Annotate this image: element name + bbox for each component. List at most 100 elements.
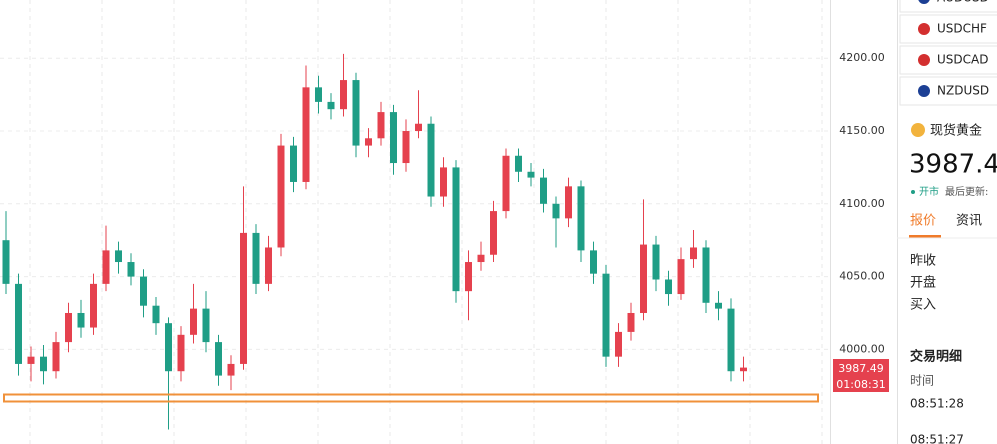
candle-body: [490, 211, 497, 255]
candle-body: [152, 305, 160, 324]
watch-row[interactable]: [899, 76, 997, 106]
candle-body: [665, 279, 672, 295]
price-tag-bg: [833, 359, 889, 392]
candle-body: [352, 80, 360, 146]
y-tick-label: 4150.00: [839, 124, 885, 137]
instrument-name: 现货黄金: [930, 123, 982, 139]
flag-icon: [918, 54, 930, 66]
candle-body: [65, 312, 72, 343]
candle-body: [602, 273, 610, 357]
candle-body: [102, 250, 110, 284]
candle-body: [52, 342, 60, 372]
candle-body: [240, 232, 247, 364]
candle-body: [640, 244, 647, 313]
candle-body: [727, 308, 735, 372]
watch-symbol: NZDUSD: [937, 84, 989, 98]
watch-row[interactable]: [899, 14, 997, 44]
candle-body: [115, 250, 122, 263]
candle-body: [27, 356, 35, 364]
countdown: 01:08:31: [836, 378, 885, 391]
gold-icon: [911, 123, 925, 137]
candle-body: [502, 155, 510, 212]
updated: 最后更新:: [945, 185, 988, 198]
flag-icon: [918, 0, 930, 4]
trade-time: 08:51:28: [910, 397, 964, 411]
flag-icon: [918, 23, 930, 35]
candle-body: [577, 186, 585, 251]
candle-body: [465, 262, 472, 292]
status-dot: [911, 190, 915, 194]
candle-body: [415, 123, 422, 132]
watch-symbol: AUDUSD: [937, 0, 989, 5]
trades-column: 时间: [910, 374, 934, 388]
watch-symbol: USDCHF: [937, 22, 987, 36]
candle-body: [427, 123, 435, 197]
candle-body: [565, 186, 572, 219]
tab[interactable]: 资讯: [956, 214, 982, 229]
candle-body: [452, 167, 460, 292]
candle-body: [677, 259, 685, 295]
candle-body: [477, 254, 485, 263]
field-label: 开盘: [910, 275, 936, 291]
candle-body: [652, 244, 660, 280]
trade-time: 08:51:27: [910, 433, 964, 444]
y-tick-label: 4100.00: [839, 197, 885, 210]
candle-body: [440, 167, 447, 197]
status: 开市: [919, 185, 939, 198]
watch-row[interactable]: [899, 0, 997, 13]
candle-body: [327, 101, 335, 110]
candle-body: [527, 171, 535, 178]
candle-body: [215, 342, 222, 376]
y-tick-label: 4050.00: [839, 270, 885, 283]
vertical-grid: [29, 0, 823, 444]
candle-body: [40, 356, 47, 372]
trades-title: 交易明细: [910, 349, 962, 365]
candle-body: [540, 177, 547, 204]
field-label: 昨收: [910, 254, 936, 269]
candle-body: [227, 363, 235, 376]
candle-body: [340, 80, 347, 110]
candle-body: [77, 312, 85, 328]
watch-symbol: USDCAD: [937, 53, 988, 67]
instrument-price: 3987.49: [909, 150, 997, 180]
side-panel: 现货黄金 3987.49 开市 最后更新: 报价 资讯 昨收 开盘 买入 交易明…: [897, 0, 997, 444]
y-tick-label: 4200.00: [839, 51, 885, 64]
flag-icon: [918, 85, 930, 97]
candle-body: [140, 276, 147, 306]
candle-body: [390, 112, 397, 164]
candle-body: [177, 334, 185, 372]
candle-body: [515, 155, 522, 172]
watch-row[interactable]: [899, 45, 997, 75]
candle-body: [402, 131, 410, 164]
candle-body: [552, 203, 560, 219]
candle-body: [202, 308, 210, 343]
plot: [0, 53, 830, 430]
candle-body: [252, 232, 260, 284]
candle-body: [277, 145, 285, 248]
field-label: 买入: [910, 298, 936, 313]
tab-underline: [909, 235, 941, 238]
candle-body: [15, 283, 22, 364]
candle-body: [190, 308, 197, 335]
candle-body: [690, 247, 697, 260]
support-box: [3, 393, 819, 403]
candle-body: [127, 262, 135, 277]
candle-body: [590, 250, 597, 274]
candle-body: [290, 145, 297, 182]
last-price: 3987.49: [838, 362, 884, 375]
tab[interactable]: 报价: [910, 214, 936, 229]
candle-body: [702, 247, 710, 303]
candle-body: [90, 283, 97, 328]
candle-body: [740, 367, 747, 372]
candle-body: [302, 87, 310, 182]
y-tick-label: 4000.00: [839, 342, 885, 355]
price-tag: 3987.49 01:08:31: [833, 359, 889, 392]
candle-body: [377, 112, 385, 139]
candle-body: [615, 331, 622, 357]
candle-body: [165, 323, 172, 372]
candle-body: [2, 240, 10, 284]
candle-body: [715, 302, 722, 309]
candle-body: [315, 87, 322, 102]
